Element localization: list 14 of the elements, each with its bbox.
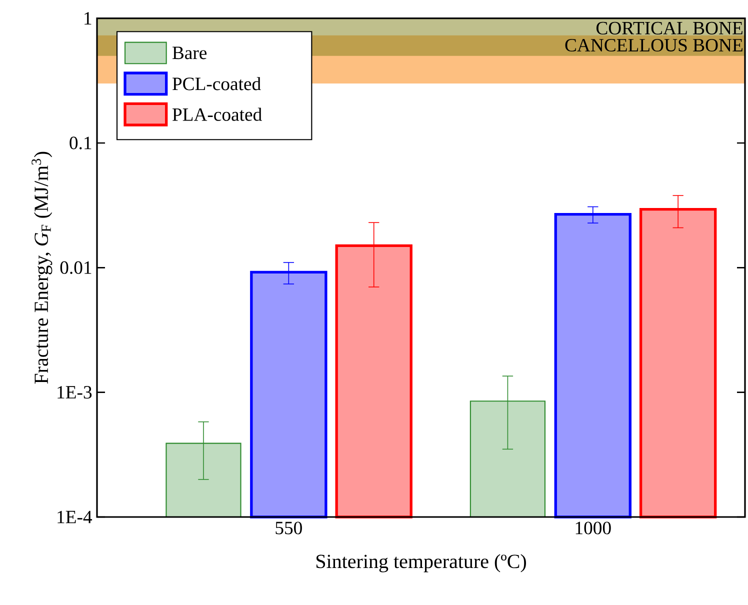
legend-label: Bare [172, 46, 207, 60]
band-label: CORTICAL BONE [596, 22, 742, 34]
y-tick-label: 0.01 [60, 261, 92, 274]
y-tick-label: 0.1 [70, 136, 92, 150]
x-tick-label: 550 [276, 522, 302, 534]
y-tick-label: 1E-3 [58, 386, 92, 399]
y-tick-label: 1E-4 [58, 510, 92, 524]
x-tick-label: 1000 [576, 522, 611, 534]
y-axis-title: Fracture Energy, G$_{F}$ (MJ/m$^{3}$) [32, 152, 52, 384]
y-tick-label: 1 [84, 12, 92, 24]
legend-label: PLA-coated [172, 108, 262, 121]
legend-label: PCL-coated [172, 77, 261, 90]
x-axis-title: Sintering temperature (ºC) [316, 554, 526, 572]
band-label: CANCELLOUS BONE [565, 38, 742, 52]
